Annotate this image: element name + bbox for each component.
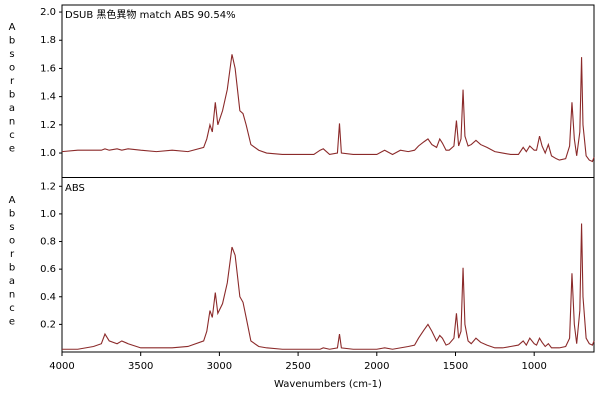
plot-title: ABS bbox=[65, 183, 85, 194]
y-tick-label: 0.2 bbox=[40, 319, 56, 330]
x-tick-label: 2000 bbox=[364, 361, 389, 372]
y-tick-label: 1.2 bbox=[40, 120, 56, 131]
y-tick-label: 1.0 bbox=[40, 148, 56, 159]
y-tick-label: 1.0 bbox=[40, 209, 56, 220]
x-tick-label: 3500 bbox=[128, 361, 153, 372]
x-tick-label: 4000 bbox=[49, 361, 74, 372]
x-tick-label: 1000 bbox=[521, 361, 546, 372]
x-tick-label: 3000 bbox=[207, 361, 232, 372]
y-tick-label: 1.6 bbox=[40, 63, 56, 74]
plot-frame bbox=[61, 4, 595, 353]
y-tick-label: 0.4 bbox=[40, 292, 56, 303]
y-tick-label: 1.4 bbox=[40, 92, 56, 103]
x-axis-label: Wavenumbers (cm-1) bbox=[274, 379, 382, 390]
y-tick-label: 0.6 bbox=[40, 264, 56, 275]
y-tick-label: 2.0 bbox=[40, 7, 56, 18]
plot-title: DSUB 黑色異物 match ABS 90.54% bbox=[65, 8, 236, 21]
y-tick-label: 1.8 bbox=[40, 35, 56, 46]
y-tick-label: 1.2 bbox=[40, 181, 56, 192]
y-tick-label: 0.8 bbox=[40, 237, 56, 248]
x-tick-label: 2500 bbox=[285, 361, 310, 372]
spectrum-line bbox=[61, 54, 595, 163]
spectrum-line bbox=[62, 223, 595, 350]
x-tick-label: 1500 bbox=[443, 361, 468, 372]
